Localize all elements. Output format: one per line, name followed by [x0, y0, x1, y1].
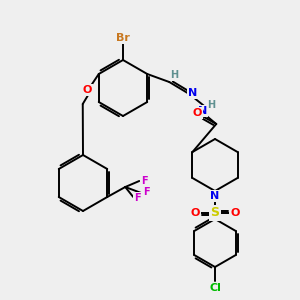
Text: O: O: [190, 208, 200, 218]
Text: Cl: Cl: [209, 283, 221, 293]
Text: O: O: [82, 85, 92, 95]
Text: H: H: [207, 100, 215, 110]
Text: N: N: [188, 88, 197, 98]
Text: F: F: [141, 176, 148, 186]
Text: F: F: [143, 187, 150, 197]
Text: H: H: [170, 70, 178, 80]
Text: N: N: [210, 191, 220, 201]
Text: N: N: [198, 106, 207, 116]
Text: S: S: [211, 206, 220, 220]
Text: Br: Br: [116, 33, 130, 43]
Text: O: O: [230, 208, 240, 218]
Text: O: O: [193, 108, 202, 118]
Text: F: F: [134, 193, 141, 203]
